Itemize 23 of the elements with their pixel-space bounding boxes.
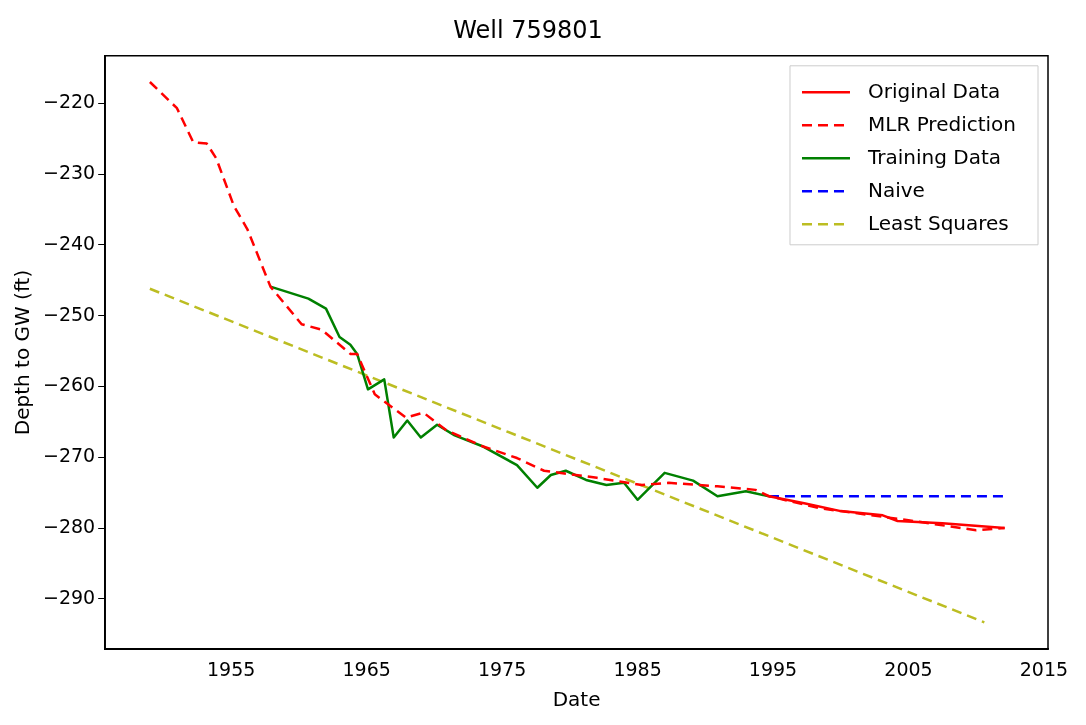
chart-title: Well 759801 bbox=[453, 15, 603, 44]
legend-label: Naive bbox=[867, 177, 925, 202]
y-tick-label: −270 bbox=[43, 444, 96, 467]
legend-label: MLR Prediction bbox=[867, 111, 1017, 136]
y-tick-label: −280 bbox=[43, 515, 96, 538]
y-tick-label: −230 bbox=[43, 160, 96, 183]
x-tick-label: 1955 bbox=[206, 657, 256, 680]
x-axis-title: Date bbox=[552, 687, 601, 712]
x-tick-label: 2015 bbox=[1019, 657, 1069, 680]
legend-label: Least Squares bbox=[867, 210, 1009, 235]
y-tick-label: −240 bbox=[43, 231, 96, 254]
y-tick-label: −220 bbox=[43, 90, 96, 113]
legend-label: Original Data bbox=[867, 78, 1001, 103]
y-tick-label: −260 bbox=[43, 373, 96, 396]
x-tick-label: 1995 bbox=[748, 657, 798, 680]
x-tick-label: 1975 bbox=[477, 657, 527, 680]
y-axis-title: Depth to GW (ft) bbox=[10, 269, 35, 436]
x-tick-label: 2005 bbox=[884, 657, 933, 680]
x-tick-label: 1965 bbox=[342, 657, 391, 680]
y-tick-label: −250 bbox=[43, 302, 96, 325]
x-tick-label: 1985 bbox=[613, 657, 662, 680]
legend-label: Training Data bbox=[866, 144, 1002, 169]
y-tick-label: −290 bbox=[43, 585, 96, 608]
